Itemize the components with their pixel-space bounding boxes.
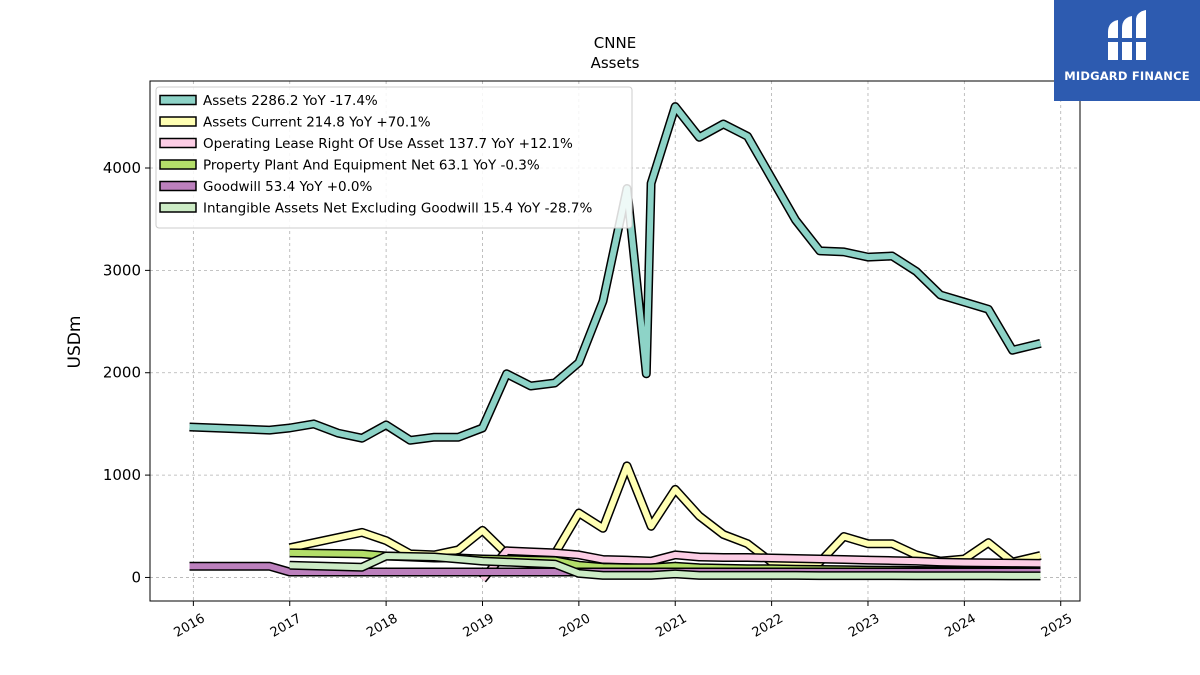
x-tick-label: 2021 (653, 611, 689, 641)
legend-swatch (159, 202, 197, 213)
legend-label: Operating Lease Right Of Use Asset 137.7… (203, 136, 573, 152)
legend-label: Assets 2286.2 YoY -17.4% (203, 93, 378, 109)
y-axis: 0 1000 2000 3000 4000 (103, 159, 150, 586)
legend-swatch (159, 94, 197, 106)
logo-text: MIDGARD FINANCE (1064, 69, 1190, 83)
series-line (189, 103, 1042, 444)
legend-label: Property Plant And Equipment Net 63.1 Yo… (203, 158, 540, 174)
series-line (480, 547, 1041, 582)
series-1 (288, 461, 1042, 567)
series-0 (189, 102, 1042, 445)
chart-title: CNNE (594, 34, 636, 52)
legend: Assets 2286.2 YoY -17.4% Assets Current 2… (155, 86, 633, 229)
legend-swatch (159, 137, 197, 149)
legend-label: Assets Current 214.8 YoY +70.1% (203, 115, 431, 131)
y-tick-label: 1000 (103, 466, 141, 484)
series-line (289, 462, 1042, 566)
y-tick-label: 2000 (103, 364, 141, 382)
x-tick-label: 2019 (461, 611, 497, 641)
x-tick-label: 2018 (364, 611, 400, 641)
x-tick-label: 2020 (557, 611, 593, 641)
x-tick-label: 2023 (846, 611, 882, 641)
y-axis-label: USDm (65, 316, 85, 369)
brand-logo: MIDGARD FINANCE (1054, 0, 1200, 101)
legend-label: Goodwill 53.4 YoY +0.0% (203, 179, 373, 195)
legend-swatch (159, 159, 197, 170)
x-tick-label: 2024 (943, 611, 979, 641)
y-tick-label: 3000 (103, 261, 141, 279)
chart-subtitle: Assets (591, 54, 640, 72)
x-tick-label: 2016 (172, 611, 208, 641)
series-2 (479, 546, 1041, 583)
y-tick-label: 4000 (103, 159, 141, 177)
series-layer (189, 102, 1042, 583)
legend-swatch (159, 116, 197, 127)
plot-frame (149, 80, 1081, 602)
x-tick-label: 2025 (1039, 611, 1075, 641)
y-tick-label: 0 (131, 568, 141, 586)
x-tick-label: 2017 (268, 611, 304, 641)
series-5 (289, 551, 1041, 581)
legend-swatch (159, 180, 197, 192)
series-line (289, 553, 1041, 579)
x-axis: 2016 2017 2018 2019 2020 2021 2022 2023 2024 2025 (172, 601, 1075, 641)
legend-label: Intangible Assets Net Excluding Goodwill… (203, 201, 593, 217)
legend-box (155, 86, 633, 229)
logo-mark-icon (1106, 10, 1148, 60)
x-tick-label: 2022 (750, 611, 786, 641)
